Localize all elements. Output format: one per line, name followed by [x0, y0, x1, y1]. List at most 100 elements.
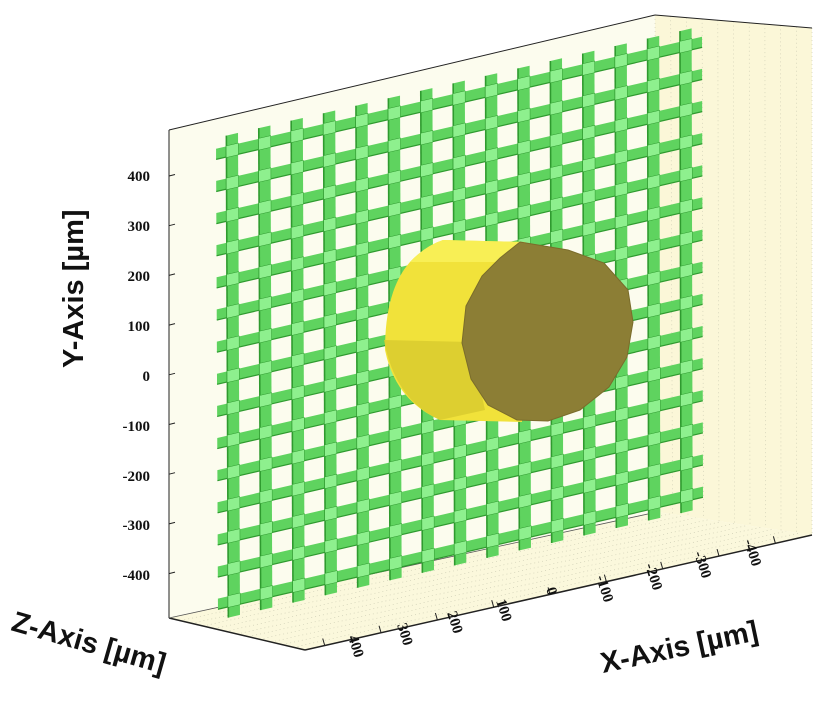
lattice-node — [647, 302, 661, 318]
lattice-node — [389, 491, 402, 507]
y-tick-label: 400 — [128, 169, 151, 185]
cylinder-face — [461, 241, 634, 422]
lattice-node — [226, 399, 240, 415]
lattice-node — [226, 335, 240, 351]
lattice-node — [292, 513, 305, 529]
lattice-node — [260, 585, 273, 601]
lattice-node — [355, 241, 369, 257]
lattice-node — [680, 488, 694, 504]
lattice-node — [614, 149, 628, 165]
lattice-node — [517, 107, 531, 123]
lattice-node — [680, 295, 693, 311]
lattice-node — [388, 169, 401, 185]
lattice-node — [452, 122, 466, 138]
x-tick-mark — [322, 638, 326, 646]
lattice-node — [420, 226, 434, 242]
lattice-node — [550, 421, 564, 437]
lattice-node — [614, 53, 628, 69]
lattice-node — [259, 456, 273, 472]
lattice-node — [324, 377, 337, 393]
lattice-node — [356, 305, 369, 321]
y-tick-label: 0 — [143, 369, 151, 385]
lattice-node — [356, 434, 370, 450]
lattice-node — [356, 466, 370, 482]
lattice-node — [453, 443, 467, 460]
lattice-node — [517, 139, 531, 155]
y-tick-label: 100 — [128, 319, 151, 335]
lattice-node — [227, 592, 241, 608]
lattice-node — [259, 360, 272, 376]
lattice-node — [226, 271, 240, 287]
floor-grid-line — [259, 527, 761, 640]
lattice-node — [517, 171, 531, 188]
lattice-node — [356, 369, 370, 386]
lattice-node — [679, 134, 693, 150]
lattice-node — [680, 423, 694, 439]
lattice-node — [486, 500, 500, 516]
lattice-node — [647, 206, 661, 222]
lattice-node — [227, 431, 240, 448]
tick-marks — [168, 174, 776, 646]
y-tick-mark — [168, 472, 176, 475]
lattice-node — [485, 147, 499, 163]
lattice-node — [551, 517, 564, 534]
lattice-node — [485, 179, 499, 195]
lattice-node — [647, 238, 661, 254]
y-tick-mark — [168, 223, 176, 227]
lattice-node — [421, 483, 435, 499]
wall-grid-line — [701, 18, 704, 519]
lattice-node — [225, 142, 239, 158]
lattice-node — [324, 473, 338, 489]
lattice-node — [258, 231, 272, 247]
floor-grid-line — [214, 519, 709, 629]
lattice-node — [324, 505, 338, 522]
lattice-node — [518, 525, 532, 541]
floor-grid-line — [202, 517, 696, 627]
y-tick-mark — [168, 422, 176, 425]
lattice-node — [452, 90, 466, 106]
lattice-node — [356, 530, 370, 546]
lattice-node — [323, 281, 337, 297]
lattice-node — [615, 245, 628, 262]
lattice-node — [615, 374, 629, 390]
lattice-node — [323, 313, 337, 329]
x-tick-mark — [547, 587, 551, 595]
lattice-node — [648, 495, 661, 511]
lattice-node — [614, 181, 628, 197]
lattice-node — [679, 38, 693, 54]
lattice-node — [583, 446, 597, 462]
y-tick-labels: 400 300 200 100 0 -100 -200 -300 -400 — [123, 169, 151, 584]
lattice-node — [549, 100, 563, 116]
lattice-node — [387, 137, 401, 153]
box-edge-floor-x — [304, 534, 813, 651]
box-edge-top — [168, 14, 656, 131]
lattice-node — [355, 145, 369, 161]
lattice-node — [292, 545, 306, 561]
lattice-node — [615, 213, 628, 229]
y-tick-mark — [168, 571, 176, 575]
floor-grid-line — [236, 523, 735, 635]
lattice-node — [518, 493, 532, 509]
lattice-node — [679, 70, 693, 86]
lattice-node — [291, 352, 305, 368]
lattice-node — [259, 424, 273, 440]
floor-grid-line — [225, 521, 722, 632]
y-tick-mark — [168, 372, 176, 376]
y-tick-mark — [168, 174, 176, 177]
lattice-node — [453, 508, 467, 524]
x-tick-mark — [660, 561, 664, 569]
lattice-node — [485, 211, 499, 227]
lattice-node — [615, 438, 629, 454]
lattice-node — [582, 157, 596, 173]
x-tick-label: 100 — [492, 597, 514, 623]
lattice-node — [291, 449, 305, 465]
lattice-node — [679, 102, 693, 118]
y-tick-mark — [168, 521, 176, 525]
y-tick-mark — [168, 323, 176, 326]
lattice-node — [227, 560, 241, 576]
cylinder-side-highlight — [410, 240, 525, 262]
lattice-node — [614, 85, 628, 101]
lattice-node — [647, 109, 660, 126]
lattice-node — [647, 334, 661, 351]
lattice-node — [290, 127, 304, 143]
